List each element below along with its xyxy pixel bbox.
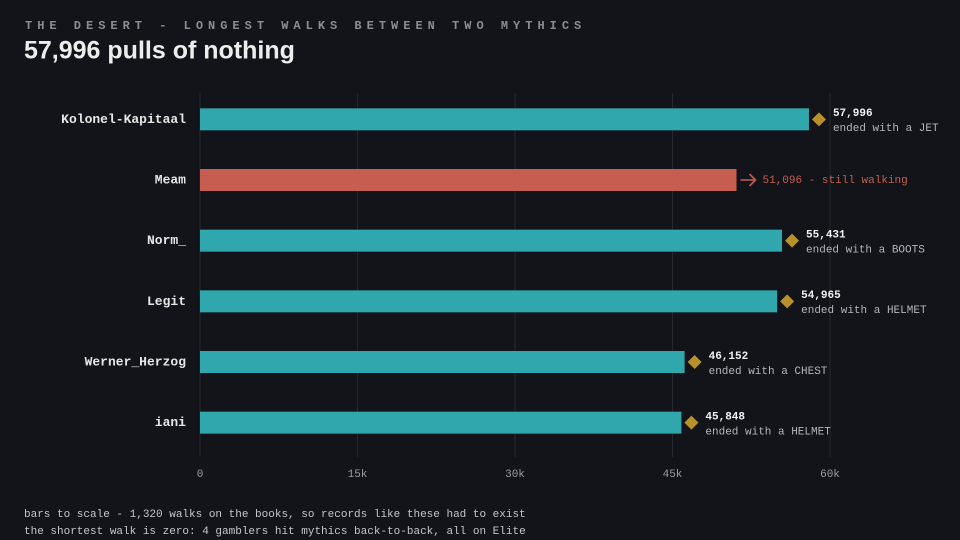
bar (200, 108, 809, 131)
bar-note: ended with a HELMET (705, 427, 831, 439)
chart-title: 57,996 pulls of nothing (24, 37, 295, 65)
bar-note: ended with a HELMET (801, 305, 927, 317)
y-tick-label: Werner_Herzog (85, 354, 187, 369)
bar (200, 411, 682, 434)
bar (200, 229, 783, 252)
value-label: 46,152 (709, 351, 749, 363)
chart-kicker: THE DESERT - LONGEST WALKS BETWEEN TWO M… (25, 19, 586, 33)
value-label: 51,096 - still walking (763, 175, 908, 187)
y-tick-label: Norm_ (147, 233, 186, 248)
value-label: 57,996 (833, 108, 873, 120)
footnote: the shortest walk is zero: 4 gamblers hi… (24, 526, 526, 538)
y-tick-label: Kolonel-Kapitaal (61, 112, 186, 127)
mythic-marker (780, 294, 795, 309)
mythic-marker (785, 233, 800, 248)
bar (200, 169, 737, 191)
y-tick-label: Meam (155, 172, 186, 187)
footnote: bars to scale - 1,320 walks on the books… (24, 509, 526, 521)
mythic-marker (811, 112, 826, 127)
bar-note: ended with a JET (833, 123, 939, 135)
value-label: 54,965 (801, 290, 841, 302)
x-tick-label: 15k (348, 469, 368, 481)
ongoing-arrow (740, 173, 757, 187)
bar-note: ended with a CHEST (709, 366, 828, 378)
bar (200, 351, 685, 373)
x-tick-label: 0 (197, 469, 204, 481)
value-label: 55,431 (806, 230, 846, 242)
mythic-marker (684, 415, 699, 430)
y-tick-label: iani (155, 415, 186, 430)
mythic-marker (687, 355, 702, 369)
bar-note: ended with a BOOTS (806, 245, 925, 257)
y-tick-label: Legit (147, 294, 186, 309)
x-tick-label: 30k (505, 469, 525, 481)
bar (200, 290, 778, 313)
value-label: 45,848 (705, 412, 745, 424)
x-tick-label: 60k (820, 469, 840, 481)
x-tick-label: 45k (663, 469, 683, 481)
